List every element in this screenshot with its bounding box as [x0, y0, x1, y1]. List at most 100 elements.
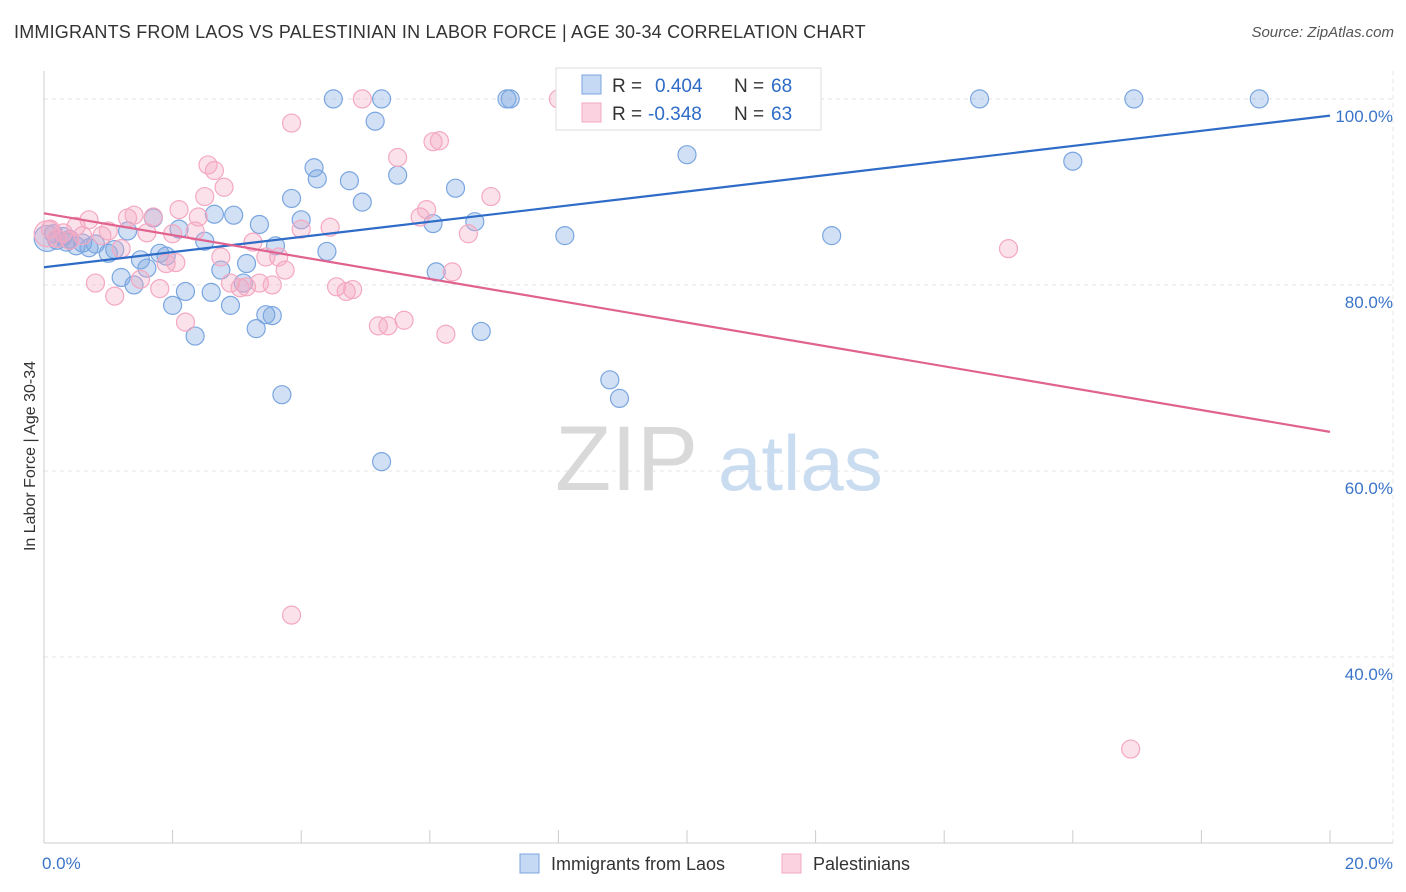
stats-r-value-laos: 0.404 — [655, 76, 703, 97]
stats-r-label-palestinians: R = — [612, 104, 642, 125]
point-palestinians-29 — [211, 247, 231, 267]
watermark-atlas: atlas — [718, 419, 883, 507]
point-laos-44 — [365, 111, 385, 131]
point-laos-64 — [1124, 89, 1144, 109]
point-palestinians-45 — [343, 279, 363, 300]
point-laos-43 — [352, 192, 372, 212]
point-laos-34 — [262, 306, 282, 326]
point-palestinians-32 — [230, 278, 250, 298]
stats-n-value-palestinians: 63 — [771, 104, 792, 125]
point-palestinians-37 — [262, 275, 282, 295]
point-palestinians-31 — [220, 273, 241, 293]
point-palestinians-18 — [150, 279, 170, 299]
point-palestinians-60 — [998, 239, 1019, 259]
y-tick-label-1: 80.0% — [1345, 293, 1393, 312]
point-palestinians-17 — [143, 207, 163, 227]
legend-label-laos: Immigrants from Laos — [551, 854, 725, 874]
stats-r-value-palestinians: -0.348 — [648, 104, 702, 125]
point-palestinians-49 — [388, 147, 408, 168]
point-palestinians-41 — [291, 219, 311, 239]
point-laos-32 — [249, 214, 270, 235]
series-legend: Immigrants from Laos Palestinians — [519, 853, 910, 874]
trend-line-palestinians — [43, 212, 1331, 433]
point-laos-40 — [307, 169, 327, 189]
point-laos-57 — [609, 388, 630, 409]
point-palestinians-62 — [281, 605, 302, 625]
point-palestinians-55 — [436, 324, 456, 344]
point-laos-41 — [317, 241, 337, 262]
legend-swatch-palestinians — [781, 853, 802, 874]
stats-swatch-laos — [581, 74, 602, 95]
point-laos-60 — [677, 145, 697, 165]
legend-swatch-laos — [519, 853, 540, 874]
point-palestinians-43 — [326, 277, 347, 297]
point-laos-28 — [224, 205, 244, 225]
point-laos-63 — [1063, 151, 1083, 171]
point-laos-26 — [211, 260, 231, 280]
point-palestinians-1 — [40, 219, 61, 239]
watermark: ZIP atlas — [555, 408, 883, 510]
point-palestinians-53 — [423, 132, 443, 152]
point-laos-56 — [600, 370, 620, 390]
point-laos-42 — [339, 171, 360, 191]
point-palestinians-25 — [188, 207, 208, 227]
stats-n-label-palestinians: N = — [734, 104, 764, 125]
point-laos-45 — [371, 89, 392, 109]
axes — [43, 71, 1393, 844]
point-palestinians-10 — [98, 221, 118, 241]
point-laos-30 — [236, 253, 257, 274]
y-tick-label-2: 60.0% — [1345, 479, 1393, 498]
point-palestinians-61 — [1121, 739, 1141, 759]
point-palestinians-40 — [281, 113, 302, 133]
point-palestinians-8 — [85, 273, 106, 293]
point-laos-22 — [185, 326, 205, 346]
point-palestinians-14 — [124, 205, 144, 225]
point-palestinians-21 — [166, 253, 186, 273]
point-palestinians-48 — [378, 316, 398, 336]
point-palestinians-50 — [394, 310, 414, 330]
point-laos-33 — [256, 305, 276, 325]
stats-legend: R = 0.404 N = 68 R = -0.348 N = 63 — [555, 67, 822, 131]
point-palestinians-57 — [458, 224, 478, 244]
point-laos-54 — [500, 89, 520, 109]
point-laos-50 — [445, 178, 466, 198]
point-palestinians-23 — [175, 312, 196, 332]
point-laos-31 — [246, 319, 266, 339]
point-palestinians-46 — [352, 89, 372, 109]
y-axis-label: In Labor Force | Age 30-34 — [22, 361, 39, 551]
point-palestinians-58 — [481, 186, 501, 207]
point-palestinians-22 — [169, 199, 189, 220]
point-laos-25 — [204, 204, 224, 224]
point-laos-61 — [822, 226, 842, 246]
stats-r-label-laos: R = — [612, 76, 642, 97]
point-laos-62 — [969, 89, 990, 109]
y-tick-label-3: 40.0% — [1345, 665, 1393, 684]
point-laos-24 — [201, 282, 221, 302]
point-laos-47 — [371, 452, 392, 472]
chart-title: IMMIGRANTS FROM LAOS VS PALESTINIAN IN L… — [14, 22, 866, 42]
point-laos-16 — [137, 258, 157, 278]
stats-n-label-laos: N = — [734, 76, 764, 97]
point-palestinians-44 — [336, 281, 356, 302]
tick-labels: 100.0% 80.0% 60.0% 40.0% 0.0% 20.0% — [42, 107, 1393, 873]
trend-line-laos — [43, 114, 1331, 269]
legend-label-palestinians: Palestinians — [813, 854, 910, 874]
point-laos-27 — [220, 295, 241, 315]
point-laos-52 — [471, 321, 491, 342]
point-palestinians-4 — [60, 230, 80, 250]
chart-source: Source: ZipAtlas.com — [1251, 24, 1394, 41]
stats-swatch-palestinians — [581, 102, 602, 123]
point-palestinians-15 — [130, 269, 151, 289]
point-palestinians-26 — [195, 186, 215, 207]
point-palestinians-52 — [416, 199, 437, 220]
point-palestinians-54 — [429, 131, 450, 151]
point-laos-37 — [281, 188, 302, 209]
stats-n-value-laos: 68 — [771, 76, 792, 97]
point-palestinians-19 — [156, 253, 176, 274]
point-palestinians-56 — [442, 262, 462, 282]
point-laos-55 — [555, 226, 575, 246]
point-palestinians-30 — [214, 177, 234, 197]
point-laos-66 — [323, 89, 343, 109]
